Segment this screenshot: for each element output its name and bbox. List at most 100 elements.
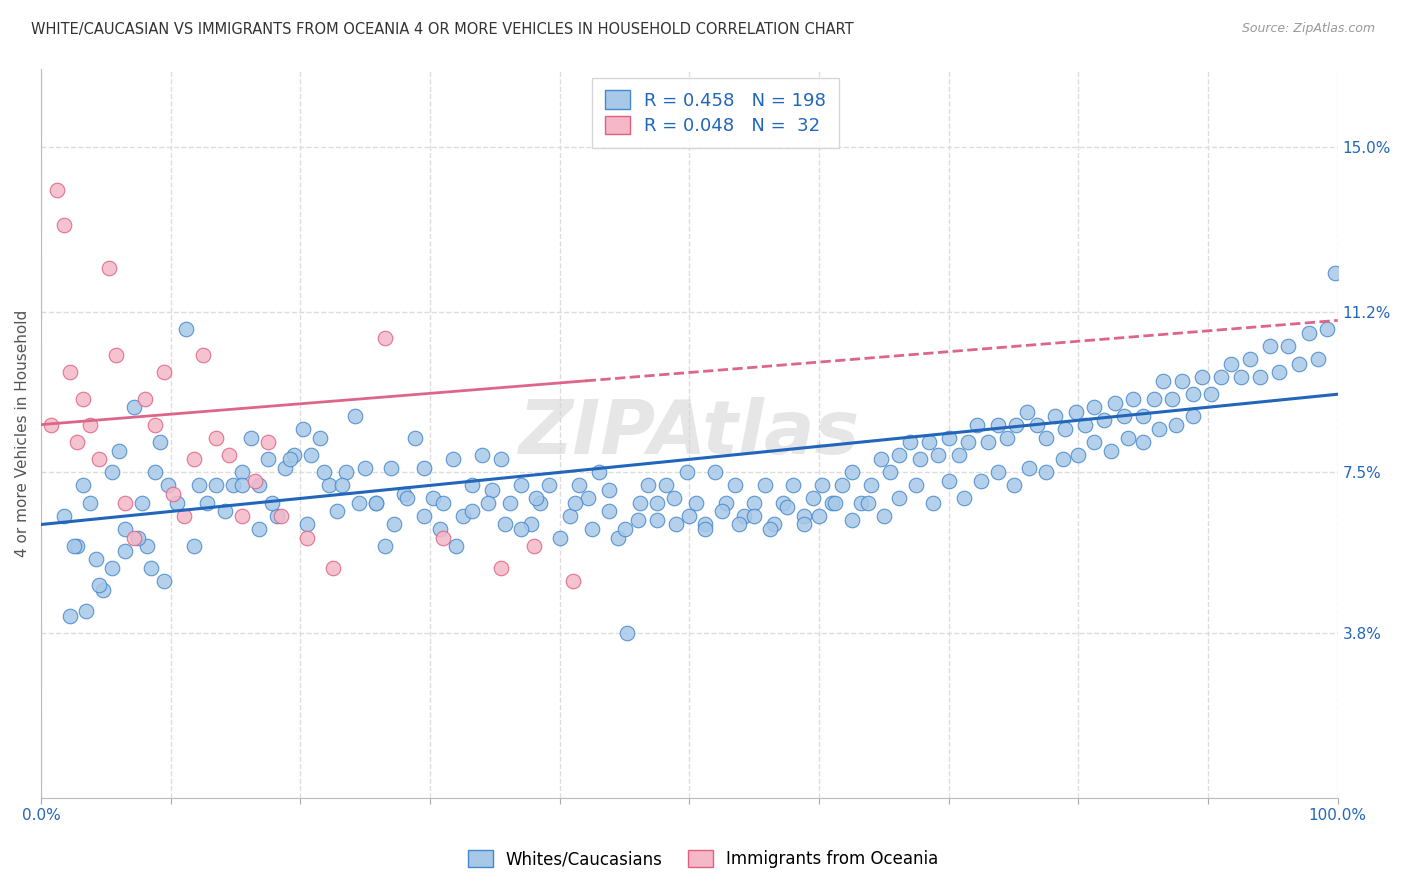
Point <box>97 261 120 276</box>
Point <box>1160 392 1182 406</box>
Legend: R = 0.458   N = 198, R = 0.048   N =  32: R = 0.458 N = 198, R = 0.048 N = 32 <box>592 78 839 148</box>
Point <box>810 478 832 492</box>
Point <box>432 531 454 545</box>
Point <box>529 496 551 510</box>
Point <box>957 434 980 449</box>
Point <box>898 434 921 449</box>
Point <box>124 401 146 415</box>
Point <box>354 461 377 475</box>
Point <box>1199 387 1222 401</box>
Point <box>260 496 283 510</box>
Point <box>1005 417 1028 432</box>
Point <box>538 478 561 492</box>
Point <box>754 478 776 492</box>
Point <box>278 452 301 467</box>
Point <box>598 504 620 518</box>
Point <box>509 478 531 492</box>
Legend: Whites/Caucasians, Immigrants from Oceania: Whites/Caucasians, Immigrants from Ocean… <box>461 843 945 875</box>
Point <box>395 491 418 506</box>
Point <box>693 517 716 532</box>
Point <box>59 608 82 623</box>
Point <box>84 552 107 566</box>
Point <box>322 561 344 575</box>
Point <box>1092 413 1115 427</box>
Point <box>1277 339 1299 353</box>
Point <box>693 522 716 536</box>
Point <box>1002 478 1025 492</box>
Point <box>404 431 426 445</box>
Point <box>432 496 454 510</box>
Point <box>918 434 941 449</box>
Point <box>105 348 128 362</box>
Point <box>218 448 240 462</box>
Point <box>214 504 236 518</box>
Point <box>520 517 543 532</box>
Point <box>782 478 804 492</box>
Point <box>326 504 349 518</box>
Point <box>841 466 863 480</box>
Point <box>89 452 111 467</box>
Point <box>429 522 451 536</box>
Point <box>243 474 266 488</box>
Point <box>193 348 215 362</box>
Point <box>183 539 205 553</box>
Point <box>938 474 960 488</box>
Point <box>1052 452 1074 467</box>
Point <box>66 539 89 553</box>
Point <box>491 452 513 467</box>
Point <box>1112 409 1135 423</box>
Point <box>1018 461 1040 475</box>
Point <box>564 496 586 510</box>
Point <box>149 434 172 449</box>
Point <box>568 478 591 492</box>
Point <box>995 431 1018 445</box>
Point <box>1152 374 1174 388</box>
Point <box>561 574 583 588</box>
Point <box>910 452 932 467</box>
Point <box>1171 374 1194 388</box>
Point <box>1316 322 1339 336</box>
Point <box>1064 404 1087 418</box>
Point <box>318 478 340 492</box>
Point <box>948 448 970 462</box>
Point <box>889 448 911 462</box>
Point <box>257 452 280 467</box>
Point <box>637 478 659 492</box>
Point <box>1147 422 1170 436</box>
Point <box>79 417 101 432</box>
Point <box>374 539 396 553</box>
Point <box>53 508 76 523</box>
Point <box>153 366 176 380</box>
Point <box>222 478 245 492</box>
Point <box>821 496 844 510</box>
Point <box>889 491 911 506</box>
Point <box>742 508 765 523</box>
Point <box>987 466 1010 480</box>
Point <box>1116 431 1139 445</box>
Point <box>759 522 782 536</box>
Point <box>581 522 603 536</box>
Point <box>299 448 322 462</box>
Point <box>134 392 156 406</box>
Point <box>364 496 387 510</box>
Point <box>613 522 636 536</box>
Point <box>1035 466 1057 480</box>
Point <box>793 508 815 523</box>
Point <box>742 496 765 510</box>
Point <box>231 466 253 480</box>
Point <box>392 487 415 501</box>
Point <box>1035 431 1057 445</box>
Point <box>1191 369 1213 384</box>
Point <box>685 496 707 510</box>
Point <box>970 474 993 488</box>
Point <box>801 491 824 506</box>
Point <box>247 522 270 536</box>
Point <box>266 508 288 523</box>
Point <box>59 366 82 380</box>
Point <box>481 483 503 497</box>
Point <box>987 417 1010 432</box>
Point <box>127 531 149 545</box>
Point <box>1268 366 1291 380</box>
Point <box>1298 326 1320 341</box>
Point <box>628 496 651 510</box>
